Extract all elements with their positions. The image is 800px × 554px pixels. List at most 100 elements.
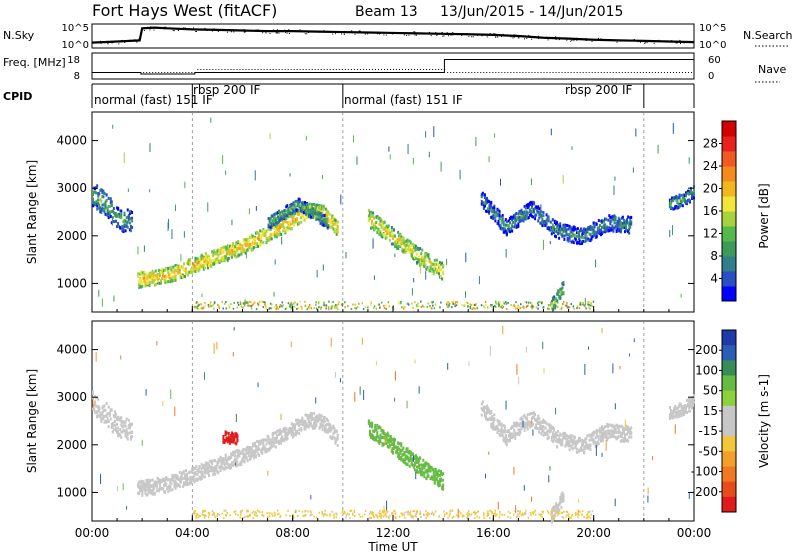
range-cell [209,259,212,263]
range-cell [325,209,328,213]
range-cell [121,425,124,429]
range-cell [141,486,144,490]
range-cell [314,416,317,420]
range-cell [550,438,553,442]
nave-point [510,72,512,73]
range-cell [220,460,223,464]
range-cell [622,224,625,228]
range-cell [240,451,243,455]
range-cell [354,303,356,306]
range-cell [534,426,537,430]
range-cell [270,303,273,306]
range-cell [398,301,400,304]
range-cell [321,222,324,226]
nave-point [471,72,473,73]
range-cell [528,208,531,212]
range-cell [126,225,129,229]
nave-point [302,69,304,70]
range-cell [256,242,259,246]
range-cell [292,209,295,213]
range-cell [391,447,394,451]
nave-point [308,69,310,70]
range-cell [399,238,402,242]
range-cell [372,211,375,215]
range-cell [597,434,600,438]
nave-point [266,69,268,70]
range-cell [222,250,225,254]
range-cell [122,424,125,428]
range-cell [630,215,633,219]
noise-point [183,27,185,29]
range-cell [333,218,336,222]
range-cell [336,230,339,234]
range-cell [104,408,107,412]
noise-point [177,30,179,32]
range-cell [388,231,391,235]
range-cell [309,210,312,214]
range-cell [379,306,381,309]
range-cell [556,445,559,449]
noise-frame [91,23,695,49]
range-cell [292,205,295,209]
range-cell [668,205,671,209]
range-cell [216,259,219,263]
range-cell [272,217,275,221]
range-cell [540,301,543,304]
range-cell [494,426,497,430]
range-cell [200,477,203,481]
range-cell [272,219,275,223]
range-cell [372,429,375,433]
range-cell [557,290,560,294]
nave-point [98,72,100,73]
range-cell [256,236,259,240]
range-cell [236,249,239,253]
range-cell [147,277,150,281]
range-cell [409,453,412,457]
range-cell [599,439,602,443]
noise-point [227,31,229,33]
range-cell [452,301,455,304]
range-cell [270,440,273,444]
range-cell [582,441,585,445]
range-cell [580,228,583,232]
noise-point [512,37,514,39]
range-cell [576,230,579,234]
range-cell [279,428,282,432]
range-cell [290,302,293,305]
range-cell [370,424,373,428]
range-cell [484,300,487,303]
range-cell [448,305,450,308]
noise-point [545,37,547,39]
range-cell [198,267,201,271]
nave-point [615,72,617,73]
nave-point [573,72,575,73]
noise-point [489,33,491,35]
range-cell [314,205,317,209]
range-cell [109,201,112,205]
range-cell [547,436,550,440]
range-cell [544,426,547,430]
range-cell [228,244,231,248]
range-cell [589,225,592,229]
range-cell [180,276,183,280]
range-cell [128,221,131,225]
range-cell [141,284,144,288]
noise-point [306,30,308,32]
range-cell [188,270,191,274]
range-cell [150,484,153,488]
range-cell [417,460,420,464]
range-cell [612,424,615,428]
range-cell [619,221,622,225]
range-cell [279,304,282,307]
range-cell [507,219,510,223]
range-cell [610,228,613,232]
range-cell [590,433,593,437]
noise-point [385,34,387,36]
range-cell [233,450,236,454]
range-cell [180,254,182,262]
range-cell [583,447,586,451]
range-cell [265,241,268,245]
range-cell [146,276,149,280]
range-cell [603,426,606,430]
range-cell [494,215,497,219]
